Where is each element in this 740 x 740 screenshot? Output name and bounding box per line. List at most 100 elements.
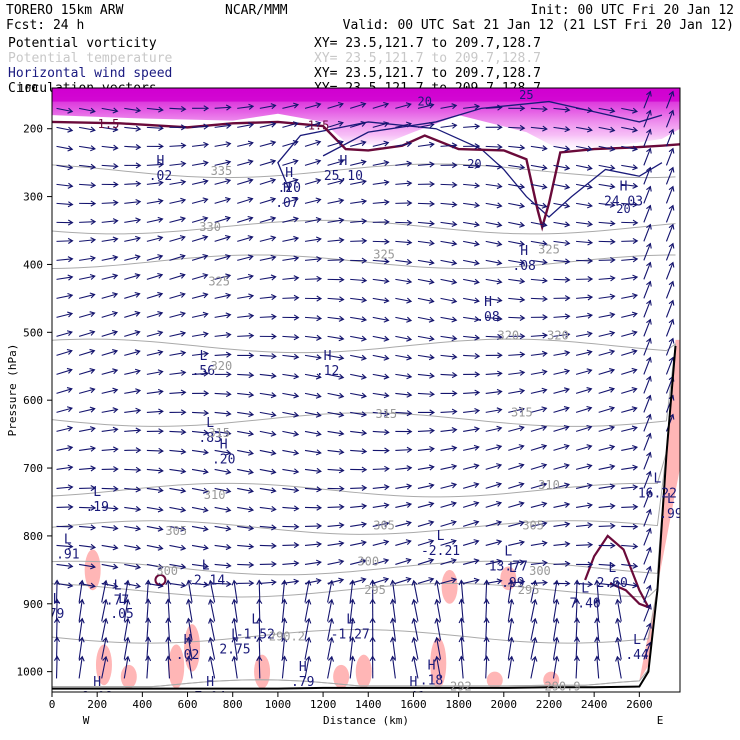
circulation-vector — [192, 581, 210, 588]
circulation-vector — [145, 579, 152, 603]
circulation-vector — [78, 311, 96, 318]
circulation-vector — [621, 523, 639, 530]
circulation-vector — [79, 126, 96, 133]
circulation-vector — [575, 463, 593, 470]
circulation-vector — [101, 407, 119, 414]
circulation-vector — [259, 487, 277, 494]
circulation-vector — [665, 280, 675, 299]
circulation-vector — [395, 410, 413, 417]
circulation-vector — [462, 558, 480, 565]
circulation-vector — [463, 444, 480, 451]
circulation-vector — [101, 387, 119, 394]
y-tick-label: 200 — [23, 123, 43, 136]
circulation-vector — [530, 560, 548, 567]
circulation-vector — [327, 485, 345, 492]
svg-text:H: H — [220, 437, 228, 452]
svg-text:.12: .12 — [316, 364, 339, 379]
extremum-h: H.08 — [512, 244, 535, 274]
extremum-l: L7.40 — [569, 581, 600, 611]
circulation-vector — [169, 160, 187, 167]
circulation-vector — [440, 259, 458, 266]
circulation-vector — [575, 368, 593, 375]
circulation-vector — [598, 386, 615, 394]
circulation-vector — [304, 486, 323, 493]
circulation-vector — [237, 561, 255, 568]
svg-text:H: H — [157, 154, 165, 169]
circulation-vector — [665, 299, 675, 318]
circulation-vector — [327, 237, 345, 244]
circulation-vector — [508, 314, 526, 321]
circulation-vector — [304, 197, 322, 204]
circulation-vector — [440, 162, 458, 169]
circulation-vector — [327, 467, 345, 474]
circulation-vector — [124, 254, 141, 261]
circulation-vector — [237, 524, 255, 532]
circulation-vector — [395, 483, 413, 490]
circulation-vector — [282, 177, 299, 185]
circulation-vector — [169, 582, 187, 589]
circulation-vector — [553, 295, 571, 302]
circulation-vector — [395, 200, 413, 207]
circulation-vector — [350, 316, 368, 323]
circulation-vector — [304, 120, 322, 128]
circulation-vector — [643, 565, 652, 584]
circulation-vector — [598, 293, 616, 300]
circulation-vector — [598, 312, 616, 319]
circulation-vector — [463, 201, 481, 209]
circulation-vector — [282, 486, 300, 493]
circulation-vector — [56, 330, 73, 337]
circulation-vector — [191, 273, 209, 280]
circulation-vector — [665, 261, 675, 280]
circulation-vector — [530, 240, 548, 247]
circulation-vector — [79, 426, 96, 433]
circulation-vector — [327, 430, 345, 437]
circulation-vector — [169, 142, 187, 149]
circulation-vector — [530, 636, 538, 660]
circulation-vector — [304, 430, 322, 437]
circulation-vector — [208, 598, 216, 622]
circulation-vector — [349, 655, 356, 679]
circulation-vector — [530, 387, 548, 394]
circulation-vector — [507, 636, 515, 660]
circulation-vector — [101, 329, 119, 337]
circulation-vector — [259, 121, 277, 128]
circulation-vector — [575, 183, 593, 190]
circulation-vector — [282, 255, 300, 262]
circulation-vector — [643, 204, 652, 223]
extremum-l: L-2.21 — [421, 529, 460, 559]
circulation-vector — [553, 276, 571, 283]
circulation-vector — [237, 352, 255, 359]
valid-time: Valid: 00 UTC Sat 21 Jan 12 (21 LST Fri … — [343, 18, 734, 33]
circulation-vector — [327, 159, 345, 166]
circulation-vector — [146, 254, 164, 261]
circulation-vector — [192, 409, 210, 417]
circulation-vector — [78, 273, 96, 280]
circulation-vector — [123, 636, 131, 660]
circulation-vector — [304, 334, 322, 341]
circulation-vector — [146, 447, 164, 454]
circulation-vector — [214, 391, 232, 398]
circulation-vector — [191, 544, 209, 551]
circulation-vector — [553, 106, 571, 113]
circulation-vector — [553, 482, 571, 489]
circulation-vector — [458, 598, 465, 622]
svg-text:L: L — [667, 492, 675, 507]
circulation-vector — [463, 143, 481, 150]
circulation-vector — [192, 390, 210, 397]
wind-speed-contour-line — [277, 121, 663, 218]
circulation-vector — [304, 392, 322, 399]
circulation-vector — [458, 579, 465, 603]
circulation-vector — [101, 218, 119, 225]
circulation-vector — [304, 411, 322, 418]
circulation-vector — [56, 445, 74, 452]
circulation-vector — [237, 506, 255, 513]
circulation-vector — [508, 520, 525, 527]
circulation-vector — [350, 120, 367, 128]
circulation-vector — [327, 354, 345, 361]
circulation-vector — [327, 411, 345, 418]
circulation-vector — [462, 519, 480, 527]
circulation-vector — [101, 426, 119, 433]
circulation-vector — [327, 120, 344, 128]
circulation-vector — [417, 354, 435, 361]
circulation-vector — [79, 182, 97, 189]
